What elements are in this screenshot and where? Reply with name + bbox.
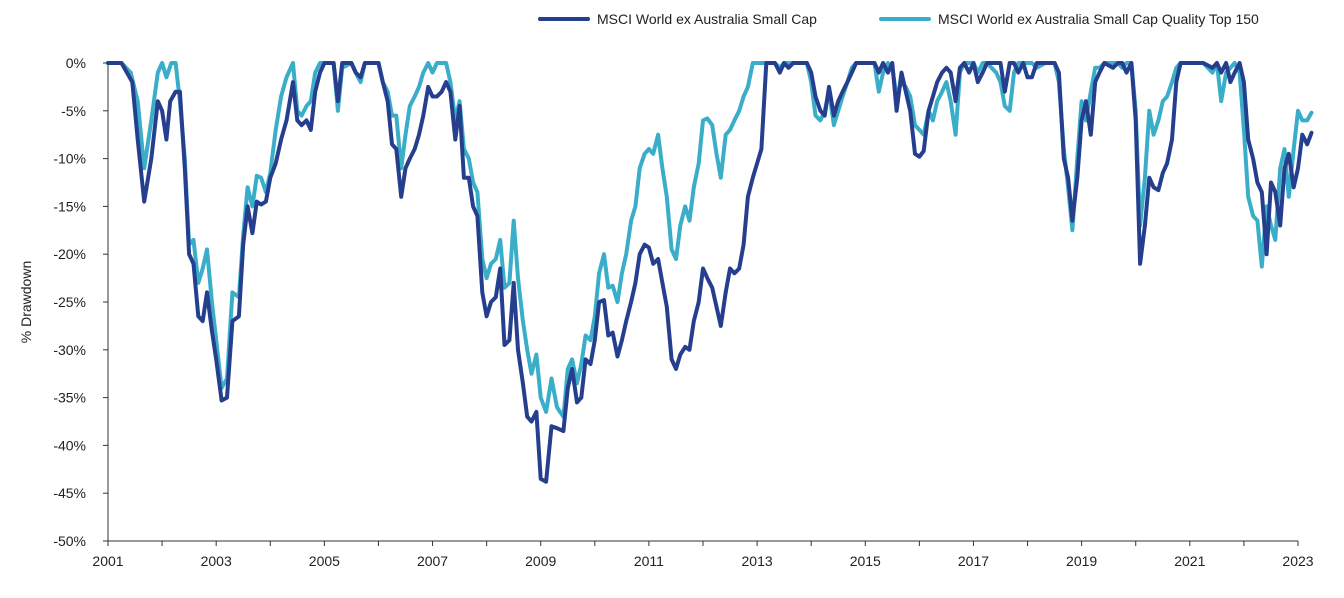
x-tick-label: 2005 — [309, 553, 340, 569]
y-tick-label: -10% — [53, 151, 86, 167]
y-tick-label: -25% — [53, 294, 86, 310]
x-tick-label: 2019 — [1066, 553, 1097, 569]
y-axis-label: % Drawdown — [18, 261, 34, 343]
y-tick-label: 0% — [66, 55, 86, 71]
series-layer — [106, 61, 1314, 484]
x-axis: 2001 2003 2005 2007 2009 2011 2013 2015 2017 2019… — [92, 540, 1314, 569]
legend-label-quality-top-150: MSCI World ex Australia Small Cap Qualit… — [938, 11, 1259, 27]
y-tick-label: -50% — [53, 533, 86, 549]
y-tick-label: -45% — [53, 485, 86, 501]
x-tick-label: 2009 — [525, 553, 556, 569]
y-axis: 0% -5% -10% -15% -20% -25% -30% -35% -40% -45% -50… — [53, 55, 109, 549]
x-tick-label: 2013 — [742, 553, 773, 569]
x-tick-label: 2001 — [92, 553, 123, 569]
series-line-small-cap — [106, 61, 1314, 484]
y-tick-label: -20% — [53, 246, 86, 262]
x-tick-label: 2021 — [1174, 553, 1205, 569]
x-tick-label: 2007 — [417, 553, 448, 569]
y-tick-label: -35% — [53, 390, 86, 406]
y-tick-label: -5% — [61, 103, 86, 119]
x-tick-label: 2023 — [1282, 553, 1313, 569]
y-tick-label: -40% — [53, 437, 86, 453]
legend-label-small-cap: MSCI World ex Australia Small Cap — [597, 11, 817, 27]
y-tick-label: -15% — [53, 198, 86, 214]
y-tick-label: -30% — [53, 342, 86, 358]
x-tick-label: 2015 — [850, 553, 881, 569]
x-tick-label: 2003 — [201, 553, 232, 569]
legend: MSCI World ex Australia Small Cap MSCI W… — [538, 11, 1259, 27]
x-tick-label: 2017 — [958, 553, 989, 569]
x-tick-label: 2011 — [634, 553, 664, 569]
